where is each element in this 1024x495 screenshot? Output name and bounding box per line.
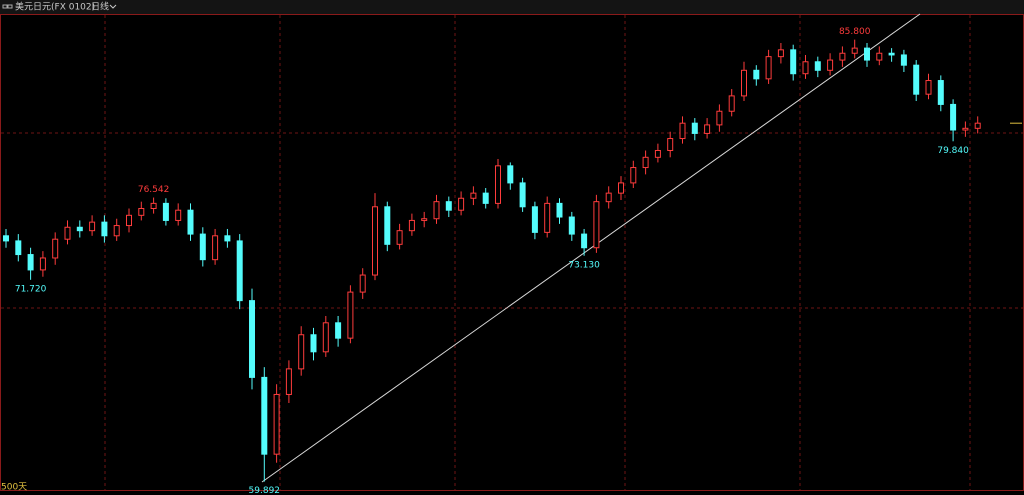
candle-body bbox=[138, 207, 145, 216]
candle-body bbox=[113, 225, 120, 237]
candle-body bbox=[27, 254, 34, 271]
candle-body bbox=[52, 238, 59, 259]
candle-body bbox=[482, 192, 489, 204]
candle-body bbox=[3, 235, 9, 242]
candle-body bbox=[261, 376, 268, 455]
candle-body bbox=[249, 300, 255, 378]
candle-body bbox=[667, 138, 674, 151]
candle-body bbox=[76, 226, 83, 232]
candle-body bbox=[876, 52, 883, 61]
plot-frame bbox=[0, 14, 1024, 491]
candle-body bbox=[212, 235, 219, 261]
candle-body bbox=[654, 149, 661, 158]
candle-body bbox=[790, 49, 797, 75]
candle-body bbox=[777, 49, 784, 58]
candle-body bbox=[900, 54, 907, 66]
candle-body bbox=[925, 80, 932, 95]
candle-body bbox=[421, 218, 428, 221]
candle-body bbox=[704, 124, 711, 134]
candle-body bbox=[470, 192, 477, 199]
candle-body bbox=[298, 334, 305, 370]
candle-body bbox=[175, 209, 182, 221]
candles bbox=[3, 39, 981, 482]
candle-body bbox=[396, 230, 403, 245]
candle-body bbox=[593, 201, 600, 249]
candle-body bbox=[851, 47, 858, 54]
candle-body bbox=[753, 69, 760, 80]
candle-body bbox=[384, 206, 391, 245]
range-label: 500天 bbox=[1, 483, 27, 493]
candle-body bbox=[544, 202, 551, 233]
price-annotation: 76.542 bbox=[138, 185, 170, 195]
candle-body bbox=[126, 214, 132, 227]
candle-body bbox=[962, 127, 969, 131]
candle-body bbox=[150, 202, 157, 209]
candle-body bbox=[630, 167, 637, 184]
candle-body bbox=[605, 192, 612, 203]
chart-title: 美元日元(FX 0102) bbox=[15, 1, 95, 13]
candle-body bbox=[236, 240, 243, 302]
candle-body bbox=[802, 61, 809, 75]
grid bbox=[1, 15, 1023, 490]
price-annotation: 71.720 bbox=[15, 284, 47, 294]
candle-body bbox=[372, 206, 378, 276]
candle-body bbox=[741, 69, 747, 97]
candle-body bbox=[322, 322, 329, 353]
candle-body bbox=[15, 240, 22, 256]
candle-body bbox=[827, 59, 834, 71]
candle-body bbox=[937, 80, 944, 105]
candle-body bbox=[691, 122, 698, 134]
candle-body bbox=[913, 64, 920, 95]
price-annotation: 85.800 bbox=[839, 27, 871, 37]
candle-body bbox=[814, 61, 821, 71]
candle-body bbox=[864, 47, 870, 61]
candle-body bbox=[187, 209, 194, 235]
header-icon bbox=[7, 4, 13, 9]
candle-body bbox=[495, 165, 501, 204]
candle-body bbox=[716, 110, 723, 126]
candle-body bbox=[64, 226, 71, 240]
candle-body bbox=[162, 202, 169, 221]
candle-body bbox=[728, 95, 735, 112]
candle-body bbox=[39, 257, 46, 271]
candle-body bbox=[679, 122, 686, 140]
candle-body bbox=[507, 165, 514, 184]
candle-body bbox=[568, 216, 575, 235]
price-annotation: 79.840 bbox=[937, 146, 969, 156]
candle-body bbox=[974, 122, 981, 129]
candle-body bbox=[445, 201, 452, 211]
candle-body bbox=[519, 182, 526, 208]
candle-body bbox=[359, 274, 366, 293]
candle-body bbox=[273, 393, 280, 455]
dropdown-arrow[interactable] bbox=[109, 4, 117, 9]
candle-body bbox=[199, 233, 206, 261]
price-annotation: 59.892 bbox=[249, 486, 281, 495]
trend-line[interactable] bbox=[261, 13, 921, 483]
candle-body bbox=[347, 291, 354, 339]
price-annotation: 73.130 bbox=[568, 260, 600, 270]
candle-body bbox=[888, 52, 895, 56]
candle-body bbox=[531, 206, 538, 233]
candle-body bbox=[618, 182, 624, 194]
candle-body bbox=[433, 201, 440, 220]
candle-body bbox=[950, 103, 957, 131]
header-icon bbox=[2, 4, 8, 9]
candle-body bbox=[556, 202, 563, 218]
candle-body bbox=[224, 235, 231, 242]
candle-body bbox=[310, 334, 317, 353]
candle-body bbox=[581, 233, 588, 249]
candle-body bbox=[335, 322, 342, 339]
candle-body bbox=[765, 56, 772, 80]
candle-body bbox=[101, 221, 108, 237]
candle-body bbox=[285, 368, 292, 395]
candle-body bbox=[642, 156, 649, 169]
header-bar bbox=[0, 0, 1024, 14]
period-selector[interactable]: 日线 bbox=[91, 1, 109, 13]
candle-body bbox=[458, 197, 465, 211]
candle-body bbox=[89, 221, 96, 232]
candle-body bbox=[408, 219, 415, 232]
candle-body bbox=[839, 52, 846, 61]
